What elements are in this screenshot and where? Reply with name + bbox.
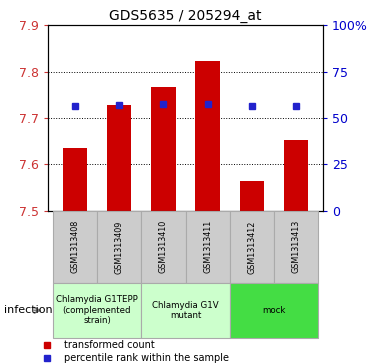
Text: GSM1313410: GSM1313410	[159, 220, 168, 273]
Text: GSM1313409: GSM1313409	[115, 220, 124, 274]
Bar	[284, 140, 308, 211]
Bar	[63, 148, 87, 211]
Bar	[196, 61, 220, 211]
Bar	[274, 211, 318, 283]
Text: mock: mock	[262, 306, 286, 315]
Bar	[240, 182, 264, 211]
Bar	[141, 211, 186, 283]
Bar	[107, 106, 131, 211]
Text: GSM1313411: GSM1313411	[203, 220, 212, 273]
Bar	[97, 211, 141, 283]
Text: percentile rank within the sample: percentile rank within the sample	[64, 354, 229, 363]
Text: GSM1313412: GSM1313412	[247, 220, 256, 274]
Bar	[53, 283, 141, 338]
Title: GDS5635 / 205294_at: GDS5635 / 205294_at	[109, 9, 262, 23]
Bar	[53, 211, 97, 283]
Bar	[151, 86, 175, 211]
Text: GSM1313408: GSM1313408	[70, 220, 79, 273]
Text: infection: infection	[4, 305, 52, 315]
Bar	[186, 211, 230, 283]
Text: transformed count: transformed count	[64, 340, 155, 350]
Bar	[230, 283, 318, 338]
Bar	[141, 283, 230, 338]
Text: Chlamydia G1TEPP
(complemented
strain): Chlamydia G1TEPP (complemented strain)	[56, 295, 138, 325]
Text: GSM1313413: GSM1313413	[292, 220, 301, 273]
Text: Chlamydia G1V
mutant: Chlamydia G1V mutant	[152, 301, 219, 320]
Bar	[230, 211, 274, 283]
